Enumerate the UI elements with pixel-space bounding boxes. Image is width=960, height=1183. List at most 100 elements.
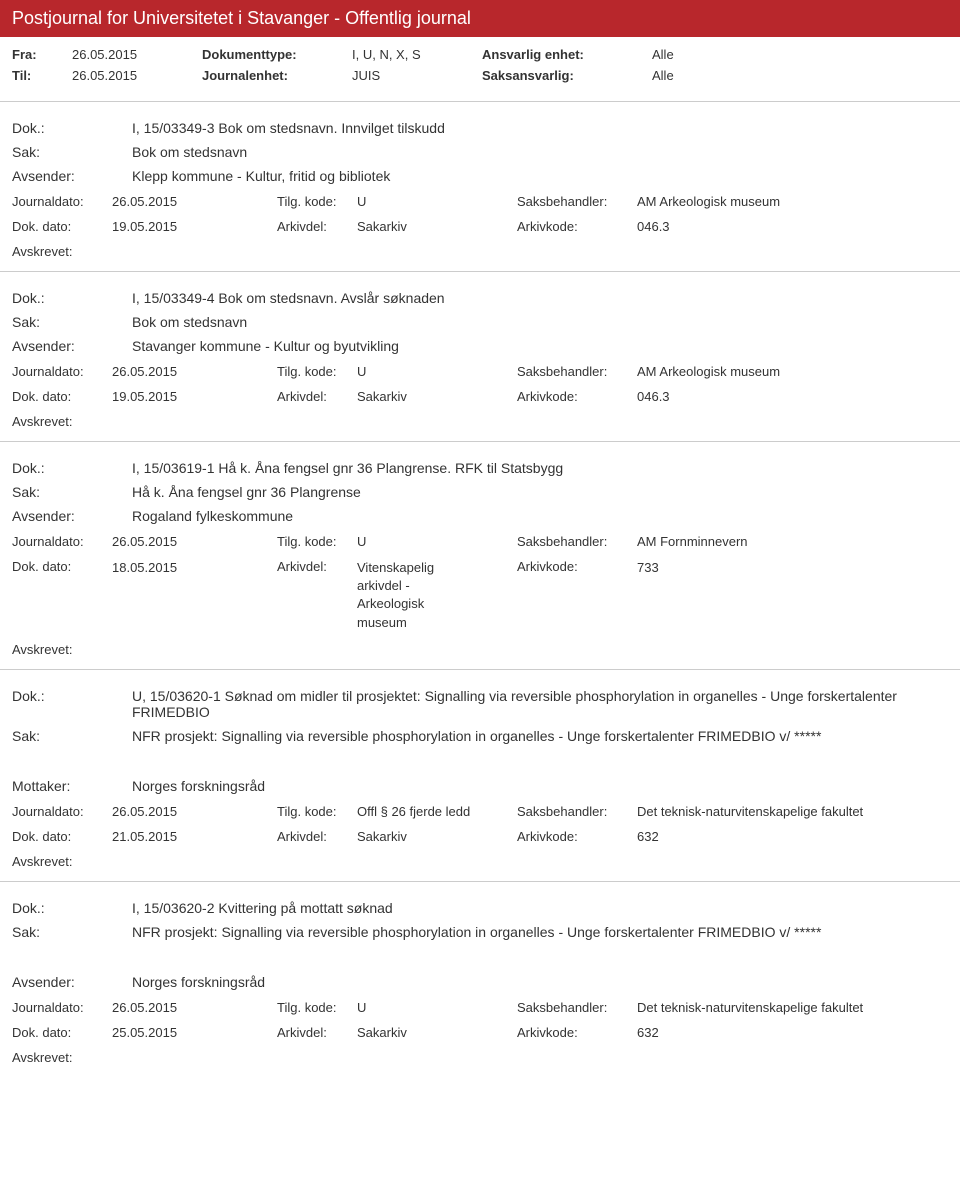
saksansvarlig-label: Saksansvarlig: — [482, 68, 652, 83]
tilgkode-label: Tilg. kode: — [277, 364, 357, 379]
journal-entry: Dok.:I, 15/03619-1 Hå k. Åna fengsel gnr… — [0, 448, 960, 663]
journaldato-label: Journaldato: — [12, 1000, 112, 1015]
detail-row-1: Journaldato:26.05.2015 Tilg. kode:Offl § … — [12, 804, 948, 819]
arkivkode-label: Arkivkode: — [517, 219, 637, 234]
arkivkode-label: Arkivkode: — [517, 559, 637, 632]
saksbehandler-label: Saksbehandler: — [517, 364, 637, 379]
dok-value: I, 15/03349-4 Bok om stedsnavn. Avslår s… — [132, 290, 948, 306]
arkivkode-value: 632 — [637, 829, 659, 844]
doctype-value: I, U, N, X, S — [352, 47, 482, 62]
doctype-label: Dokumenttype: — [202, 47, 352, 62]
sak-value: Bok om stedsnavn — [132, 144, 948, 160]
til-value: 26.05.2015 — [72, 68, 202, 83]
ansvarlig-value: Alle — [652, 47, 948, 62]
sak-row: Sak:NFR prosjekt: Signalling via reversi… — [12, 924, 948, 940]
dokdato-label: Dok. dato: — [12, 1025, 112, 1040]
sak-value: NFR prosjekt: Signalling via reversible … — [132, 728, 948, 744]
journalenhet-label: Journalenhet: — [202, 68, 352, 83]
sender-row: Avsender:Rogaland fylkeskommune — [12, 508, 948, 524]
journaldato-value: 26.05.2015 — [112, 1000, 177, 1015]
arkivdel-value: Sakarkiv — [357, 1025, 507, 1040]
arkivkode-value: 733 — [637, 559, 659, 632]
tilgkode-value: Offl § 26 fjerde ledd — [357, 804, 507, 819]
dokdato-value: 25.05.2015 — [112, 1025, 177, 1040]
spacer — [12, 752, 948, 770]
arkivkode-value: 632 — [637, 1025, 659, 1040]
sak-label: Sak: — [12, 144, 132, 160]
sak-label: Sak: — [12, 924, 132, 940]
journalenhet-value: JUIS — [352, 68, 482, 83]
journaldato-label: Journaldato: — [12, 804, 112, 819]
ansvarlig-label: Ansvarlig enhet: — [482, 47, 652, 62]
sender-row: Avsender:Norges forskningsråd — [12, 974, 948, 990]
detail-row-2: Dok. dato:19.05.2015Arkivdel:SakarkivArk… — [12, 389, 948, 404]
dok-row: Dok.:U, 15/03620-1 Søknad om midler til … — [12, 688, 948, 720]
tilgkode-label: Tilg. kode: — [277, 804, 357, 819]
saksbehandler-value: AM Arkeologisk museum — [637, 194, 780, 209]
journaldato-value: 26.05.2015 — [112, 194, 177, 209]
arkivkode-value: 046.3 — [637, 219, 670, 234]
dok-label: Dok.: — [12, 460, 132, 476]
tilgkode-label: Tilg. kode: — [277, 534, 357, 549]
dok-row: Dok.:I, 15/03349-3 Bok om stedsnavn. Inn… — [12, 120, 948, 136]
arkivdel-value: Sakarkiv — [357, 219, 507, 234]
detail-row-2: Dok. dato:18.05.2015Arkivdel:Vitenskapel… — [12, 559, 948, 632]
sender-value: Norges forskningsråd — [132, 974, 948, 990]
sak-label: Sak: — [12, 314, 132, 330]
detail-row-1: Journaldato:26.05.2015Tilg. kode:USaksbe… — [12, 1000, 948, 1015]
tilgkode-value: U — [357, 1000, 507, 1015]
journaldato-value: 26.05.2015 — [112, 364, 177, 379]
dokdato-label: Dok. dato: — [12, 219, 112, 234]
dokdato-value: 19.05.2015 — [112, 219, 177, 234]
avskrevet-label: Avskrevet: — [12, 414, 948, 429]
sender-row: Avsender:Klepp kommune - Kultur, fritid … — [12, 168, 948, 184]
sak-row: Sak:NFR prosjekt: Signalling via reversi… — [12, 728, 948, 744]
journal-entry: Dok.:I, 15/03620-2 Kvittering på mottatt… — [0, 888, 960, 1071]
sender-value: Norges forskningsråd — [132, 778, 948, 794]
tilgkode-label: Tilg. kode: — [277, 1000, 357, 1015]
fra-value: 26.05.2015 — [72, 47, 202, 62]
sender-row: Avsender:Stavanger kommune - Kultur og b… — [12, 338, 948, 354]
detail-row-1: Journaldato:26.05.2015Tilg. kode:USaksbe… — [12, 194, 948, 209]
dok-label: Dok.: — [12, 120, 132, 136]
journaldato-label: Journaldato: — [12, 364, 112, 379]
journal-entry: Dok.:I, 15/03349-4 Bok om stedsnavn. Avs… — [0, 278, 960, 435]
sak-value: NFR prosjekt: Signalling via reversible … — [132, 924, 948, 940]
dok-label: Dok.: — [12, 290, 132, 306]
detail-row-1: Journaldato:26.05.2015Tilg. kode:USaksbe… — [12, 364, 948, 379]
arkivdel-value: Vitenskapelig arkivdel - Arkeologisk mus… — [357, 559, 457, 632]
dok-row: Dok.:I, 15/03620-2 Kvittering på mottatt… — [12, 900, 948, 916]
arkivkode-label: Arkivkode: — [517, 829, 637, 844]
journaldato-value: 26.05.2015 — [112, 804, 177, 819]
sak-row: Sak:Hå k. Åna fengsel gnr 36 Plangrense — [12, 484, 948, 500]
dok-value: I, 15/03619-1 Hå k. Åna fengsel gnr 36 P… — [132, 460, 948, 476]
arkivdel-value: Sakarkiv — [357, 389, 507, 404]
saksbehandler-value: Det teknisk-naturvitenskapelige fakultet — [637, 1000, 863, 1015]
dokdato-value: 19.05.2015 — [112, 389, 177, 404]
sender-label: Mottaker: — [12, 778, 132, 794]
journaldato-value: 26.05.2015 — [112, 534, 177, 549]
dok-row: Dok.:I, 15/03349-4 Bok om stedsnavn. Avs… — [12, 290, 948, 306]
arkivkode-label: Arkivkode: — [517, 389, 637, 404]
entries-container: Dok.:I, 15/03349-3 Bok om stedsnavn. Inn… — [0, 101, 960, 1071]
meta-block: Fra: 26.05.2015 Dokumenttype: I, U, N, X… — [0, 37, 960, 95]
dok-value: U, 15/03620-1 Søknad om midler til prosj… — [132, 688, 948, 720]
separator — [0, 669, 960, 670]
dok-value: I, 15/03620-2 Kvittering på mottatt søkn… — [132, 900, 948, 916]
avskrevet-label: Avskrevet: — [12, 244, 948, 259]
dokdato-label: Dok. dato: — [12, 829, 112, 844]
detail-row-2: Dok. dato:25.05.2015Arkivdel:SakarkivArk… — [12, 1025, 948, 1040]
tilgkode-value: U — [357, 194, 507, 209]
saksbehandler-value: Det teknisk-naturvitenskapelige fakultet — [637, 804, 863, 819]
til-label: Til: — [12, 68, 72, 83]
tilgkode-label: Tilg. kode: — [277, 194, 357, 209]
saksansvarlig-value: Alle — [652, 68, 948, 83]
avskrevet-label: Avskrevet: — [12, 642, 948, 657]
journal-entry: Dok.:I, 15/03349-3 Bok om stedsnavn. Inn… — [0, 108, 960, 265]
sak-label: Sak: — [12, 484, 132, 500]
dok-value: I, 15/03349-3 Bok om stedsnavn. Innvilge… — [132, 120, 948, 136]
saksbehandler-label: Saksbehandler: — [517, 194, 637, 209]
sender-label: Avsender: — [12, 508, 132, 524]
separator — [0, 441, 960, 442]
dok-label: Dok.: — [12, 900, 132, 916]
